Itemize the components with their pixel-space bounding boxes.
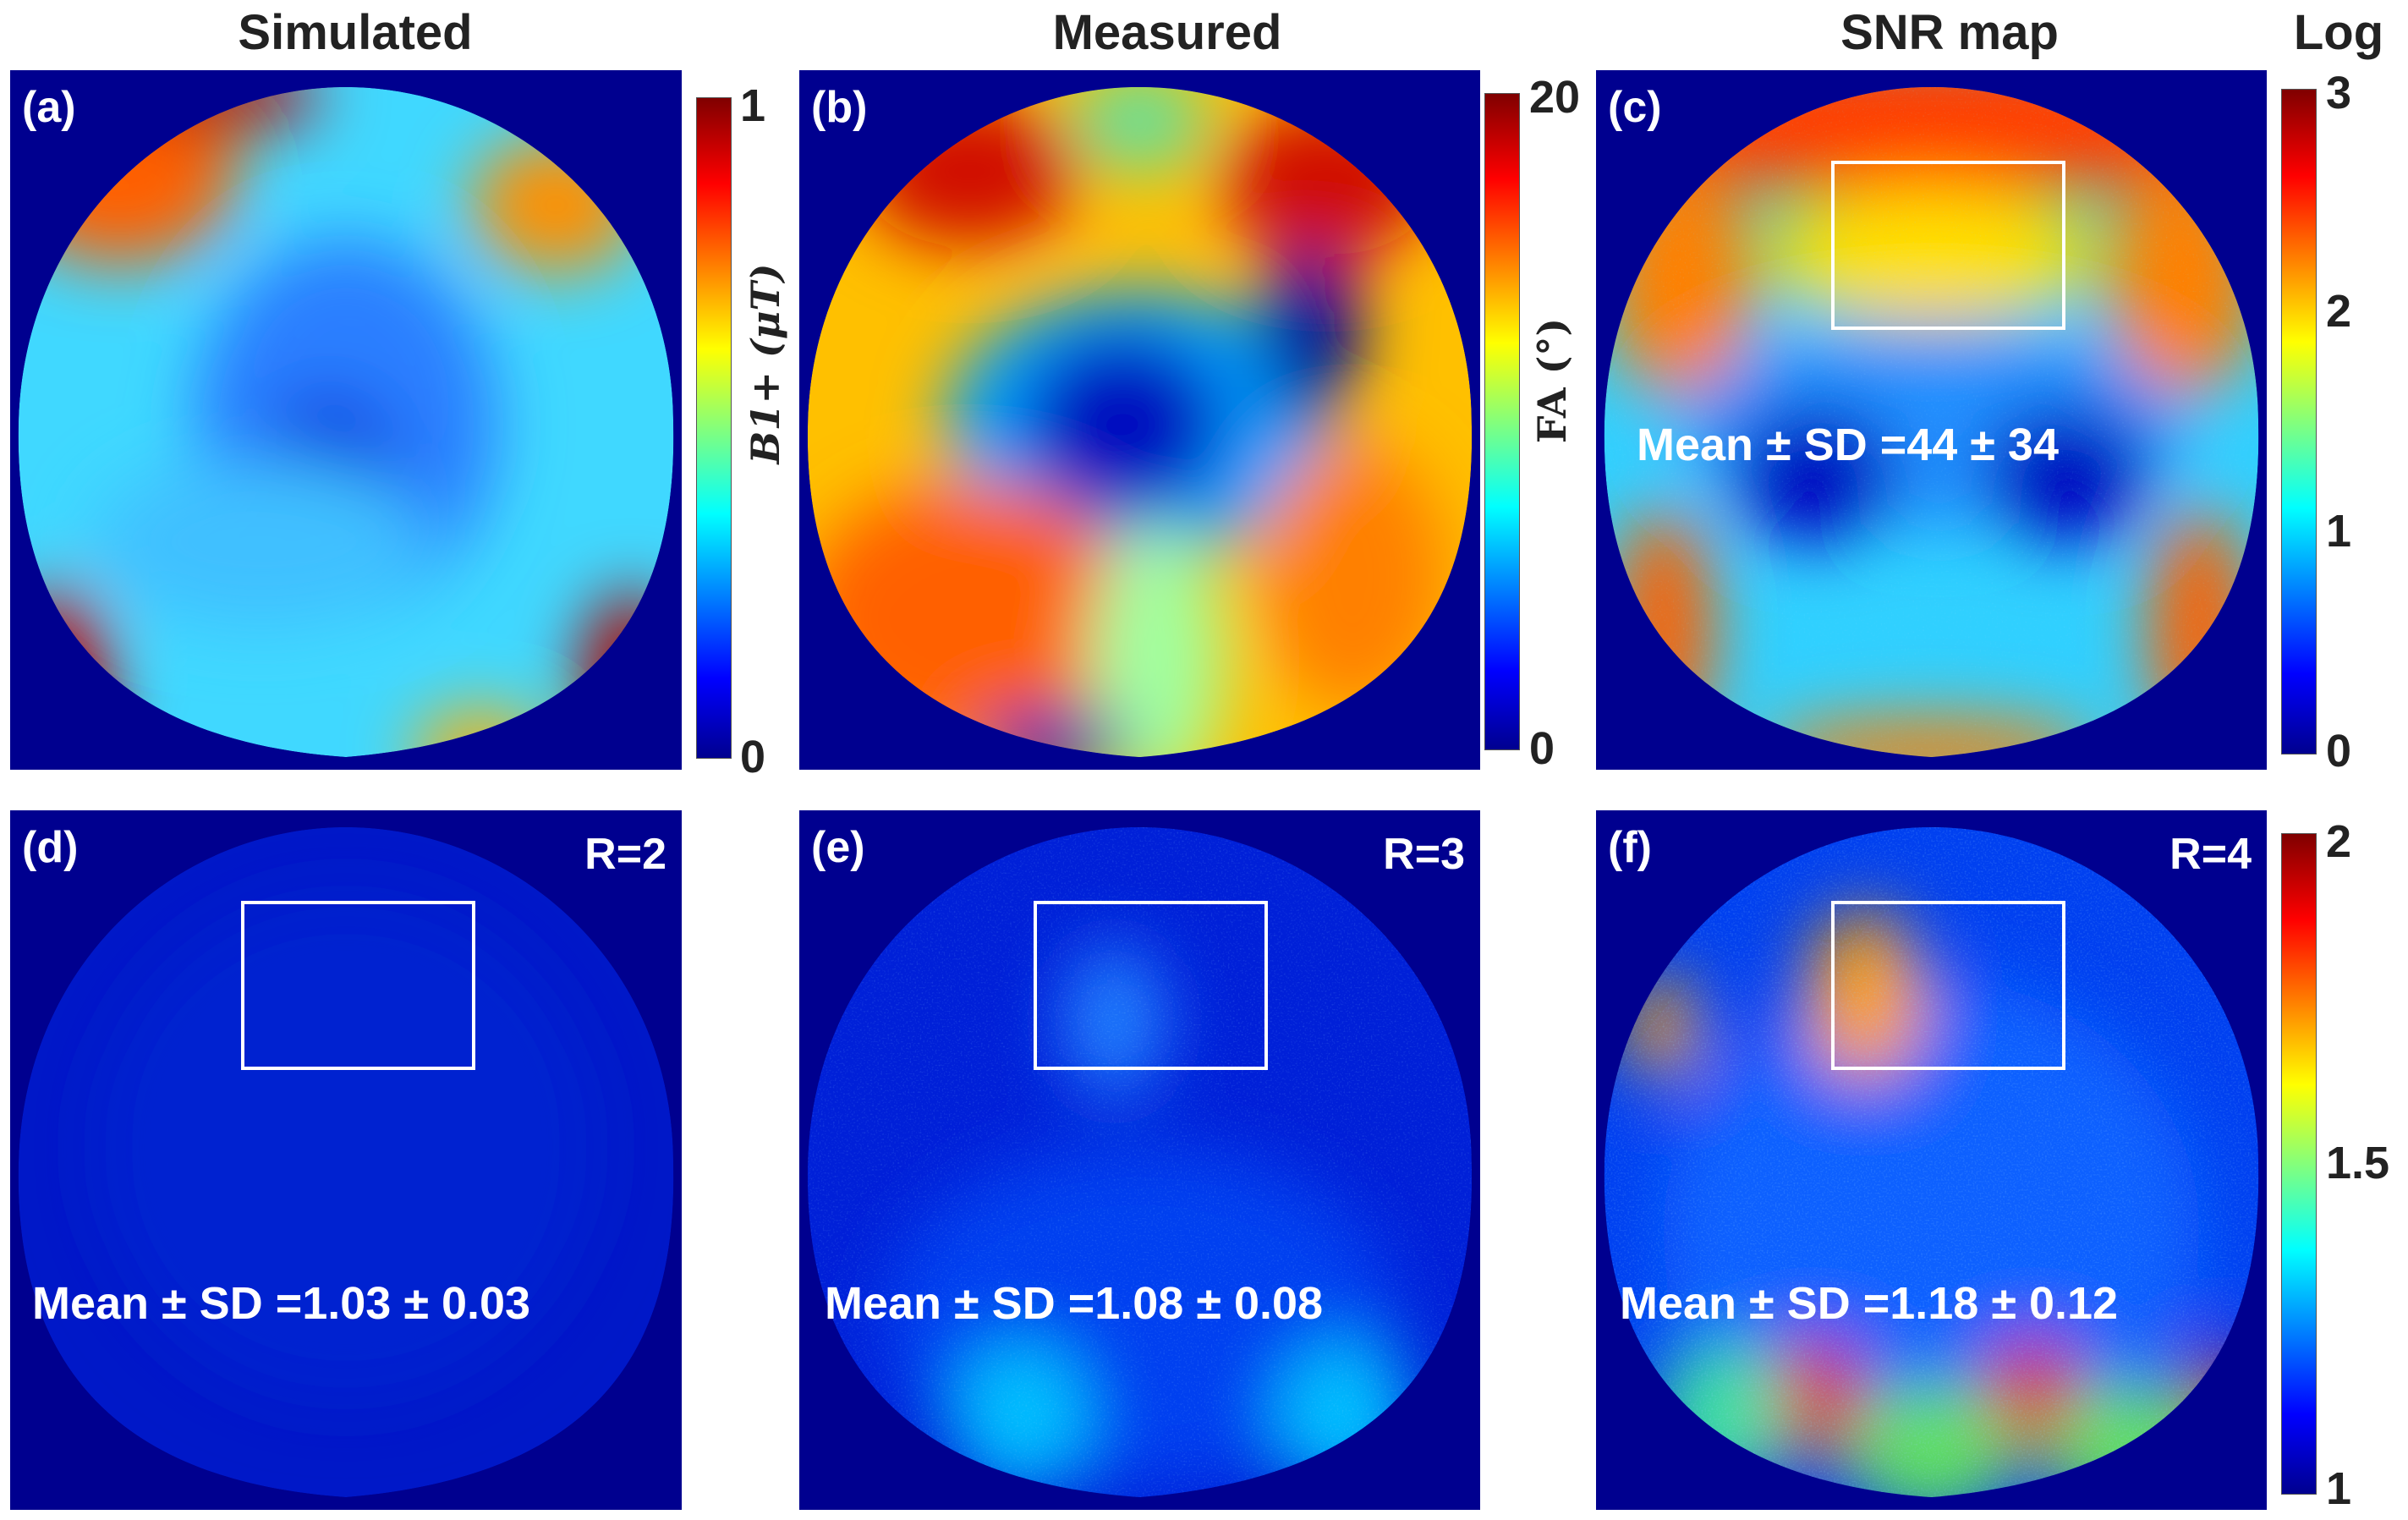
panel-label: (f) [1608,823,1652,872]
stat-text: Mean ± SD =44 ± 34 [1637,420,2059,470]
stat-text: Mean ± SD =1.18 ± 0.12 [1620,1278,2119,1329]
colorbar-a [696,97,732,759]
stat-text: Mean ± SD =1.08 ± 0.08 [825,1278,1324,1329]
colorbar-b-label: FA (°) [1529,317,1575,444]
acceleration-label: R=4 [2169,830,2252,879]
panel-label: (e) [811,823,865,872]
colorbar-c-tick: 3 [2326,68,2352,118]
panel-a-simulated-b1-map: (a) [10,70,682,770]
colorbar-a-label: B1+ (μT) [743,263,788,464]
colorbar-f-tick: 1.5 [2326,1138,2390,1188]
panel-f-gfactor-r4: (f) R=4 Mean ± SD =1.18 ± 0.12 [1596,810,2267,1510]
colorbar-title-log: Log [2293,5,2384,60]
heatmap-image [807,826,1473,1498]
colorbar-f [2281,833,2317,1495]
colorbar-b-tick: 0 [1529,723,1555,774]
colorbar-c [2281,89,2317,755]
roi-box [1034,901,1268,1070]
stat-text: Mean ± SD =1.03 ± 0.03 [32,1278,531,1329]
colorbar-c-tick: 0 [2326,726,2352,776]
roi-box [1831,901,2065,1070]
heatmap-image [1604,86,2259,758]
panel-label: (c) [1608,83,1662,132]
heatmap-image [18,86,674,758]
panel-label: (b) [811,83,868,132]
column-title-simulated: Simulated [238,5,473,60]
roi-box [241,901,475,1070]
panel-label: (d) [22,823,79,872]
colorbar-b-tick: 20 [1529,72,1581,123]
colorbar-c-tick: 1 [2326,506,2352,557]
acceleration-label: R=3 [1383,830,1465,879]
panel-d-gfactor-r2: (d) R=2 Mean ± SD =1.03 ± 0.03 [10,810,682,1510]
colorbar-a-tick: 1 [740,80,766,131]
panel-b-measured-fa-map: (b) [799,70,1480,770]
colorbar-b [1484,93,1520,750]
column-title-snr: SNR map [1840,5,2059,60]
colorbar-f-tick: 2 [2326,816,2352,867]
heatmap-image [807,86,1473,758]
colorbar-a-tick: 0 [740,732,766,782]
panel-label: (a) [22,83,76,132]
colorbar-f-tick: 1 [2326,1463,2352,1514]
roi-box [1831,161,2065,330]
heatmap-image [18,826,674,1498]
colorbar-c-tick: 2 [2326,286,2352,337]
panel-e-gfactor-r3: (e) R=3 Mean ± SD =1.08 ± 0.08 [799,810,1480,1510]
heatmap-image [1604,826,2259,1498]
acceleration-label: R=2 [584,830,666,879]
column-title-measured: Measured [1052,5,1282,60]
panel-c-snr-map: (c) Mean ± SD =44 ± 34 [1596,70,2267,770]
